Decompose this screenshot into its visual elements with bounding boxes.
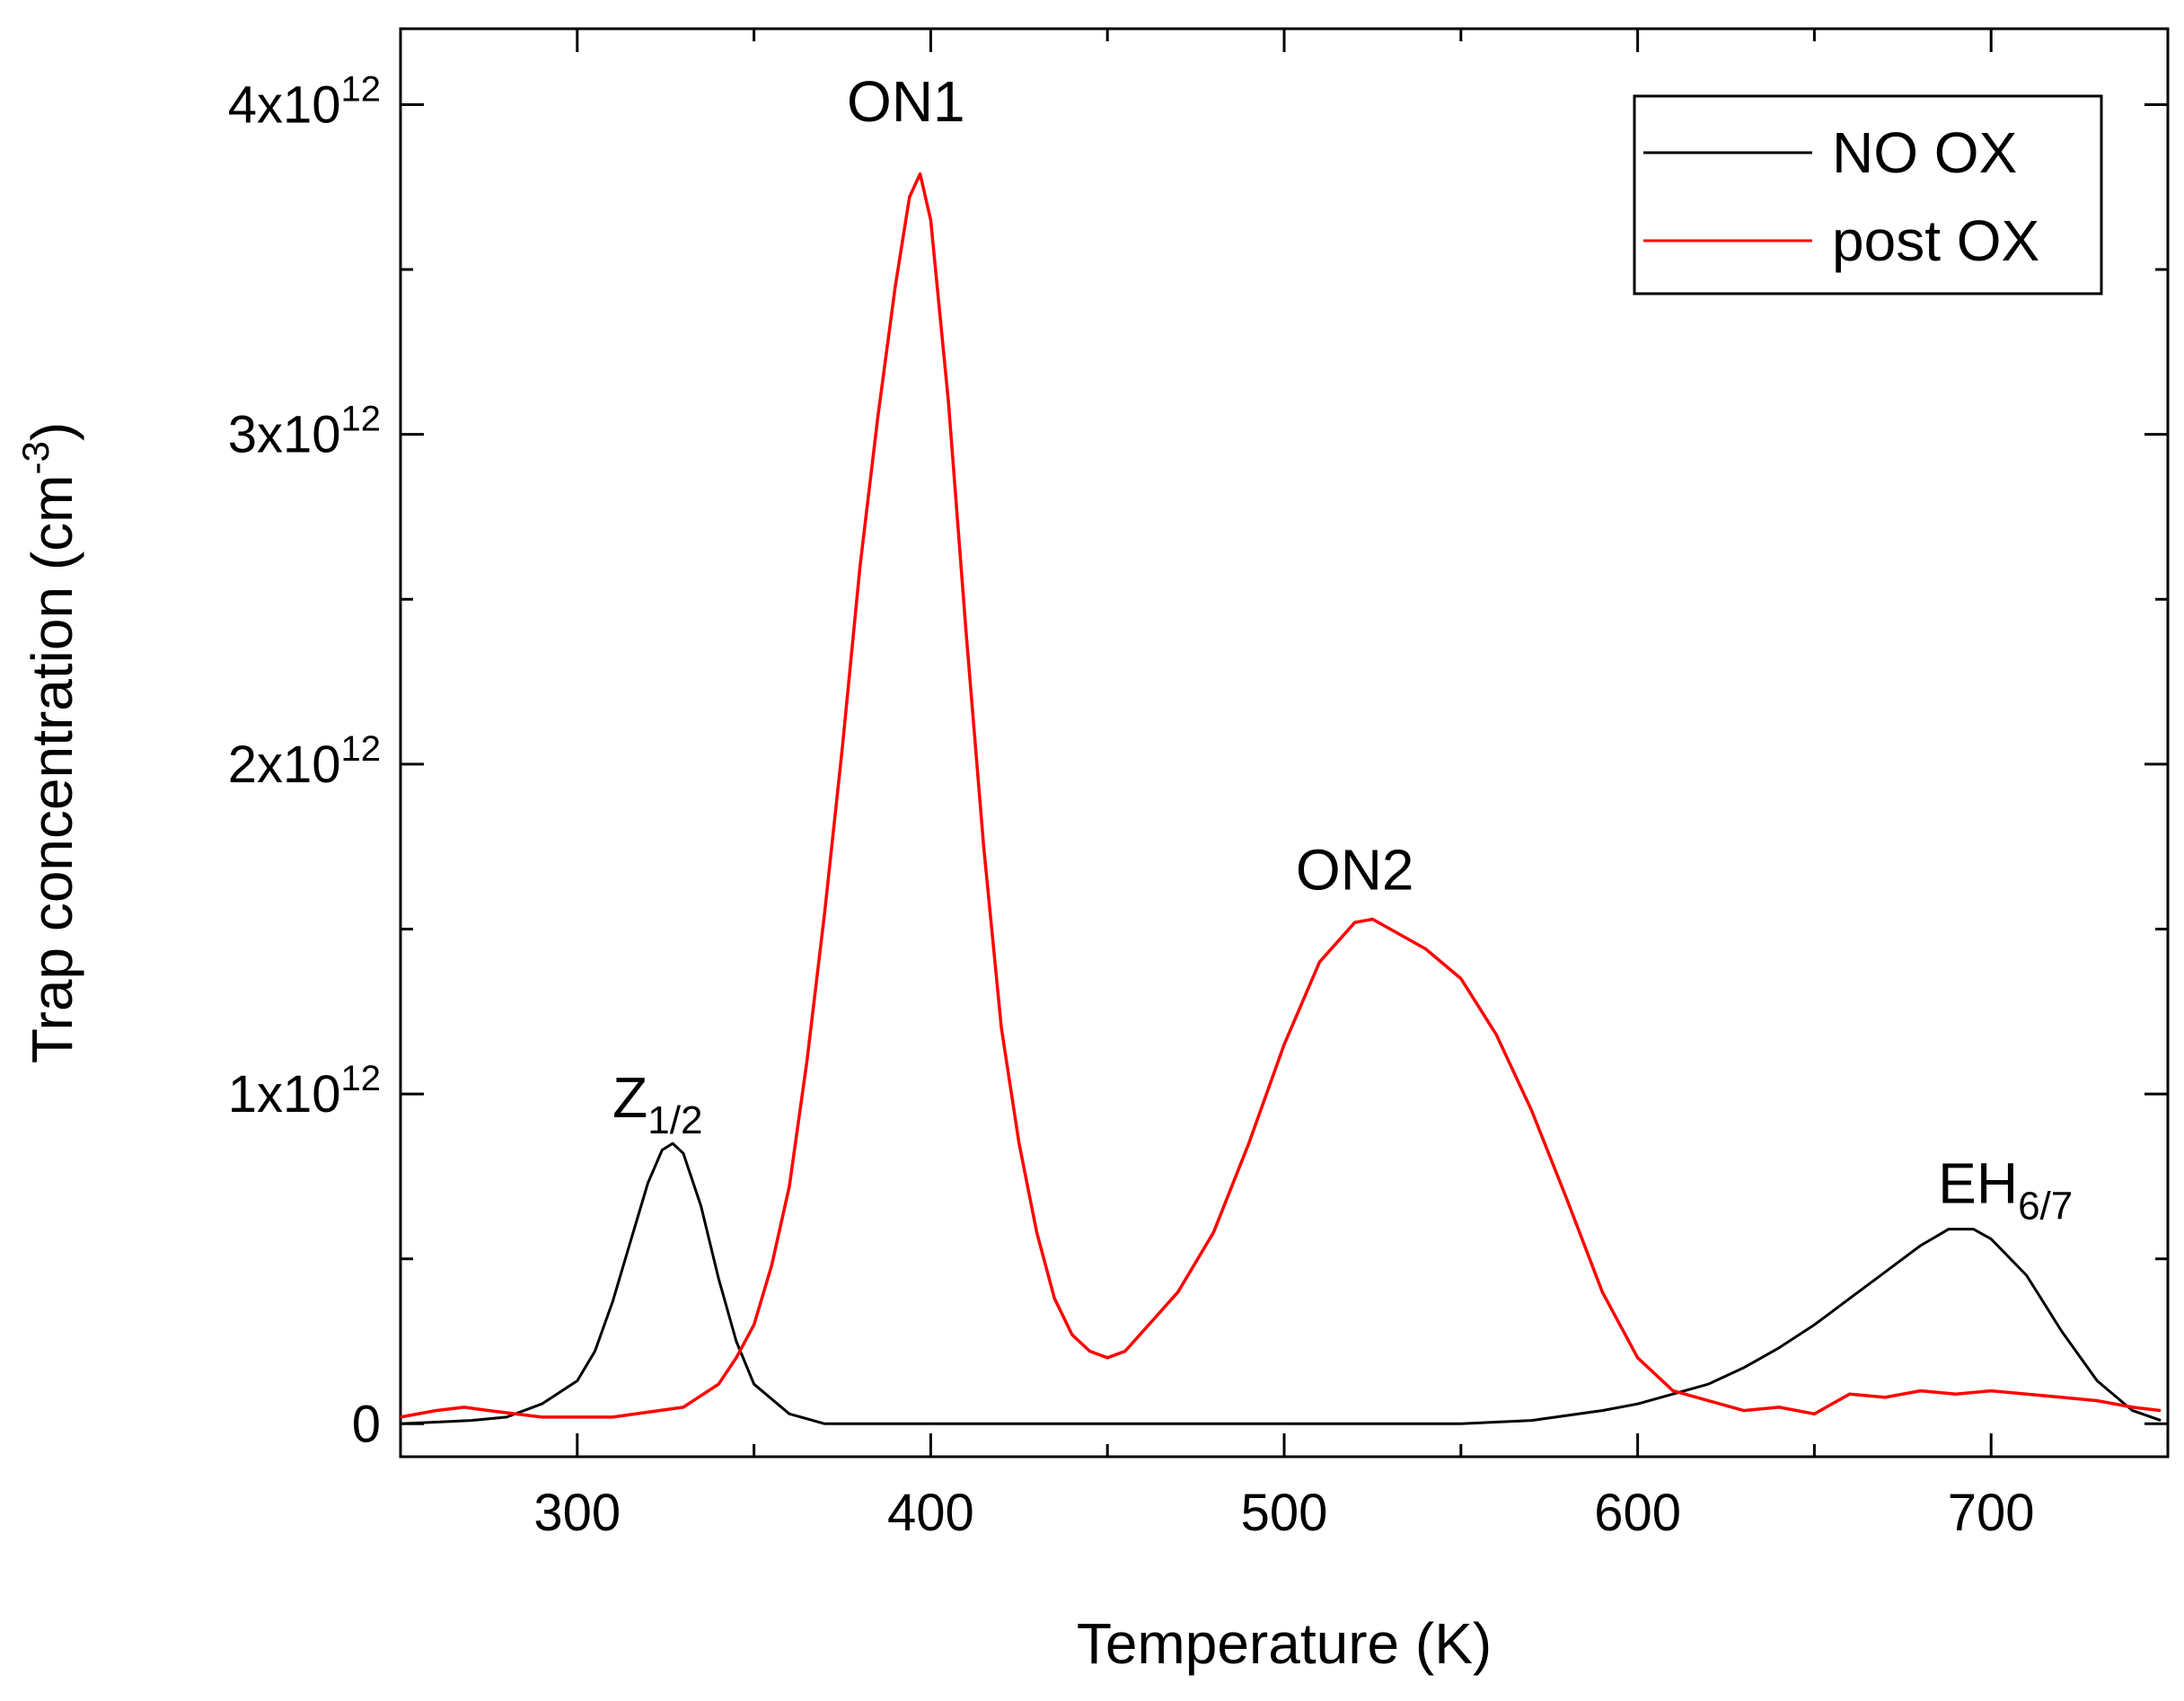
- annotation-subscript: 6/7: [2018, 1184, 2073, 1228]
- y-axis-title-base: Trap concentration (cm: [20, 475, 84, 1064]
- y-tick-label-base: 2x10: [228, 736, 341, 794]
- axis-ticks: [399, 29, 2170, 1457]
- y-tick-label-exponent: 12: [341, 69, 382, 109]
- x-tick-label: 400: [887, 1484, 974, 1542]
- series-line-post-ox: [400, 172, 2162, 1419]
- x-tick-label: 300: [533, 1484, 621, 1542]
- annotation-label: ON2: [1296, 837, 1414, 902]
- legend-box: [1633, 94, 2103, 295]
- y-axis-title-close: ): [20, 422, 84, 441]
- annotation-main: EH: [1938, 1150, 2018, 1215]
- y-tick-label: 0: [352, 1395, 381, 1453]
- legend: NO OX post OX: [1633, 94, 2103, 295]
- peak-annotations: Z1/2 ON1 ON2 EH6/7: [612, 69, 2073, 1228]
- x-tick-label: 500: [1241, 1484, 1328, 1542]
- annotation-main: ON1: [847, 69, 965, 134]
- annotation-subscript: 1/2: [647, 1098, 702, 1142]
- y-tick-label-exponent: 12: [341, 400, 382, 439]
- legend-label-no-ox: NO OX: [1832, 120, 2017, 185]
- annotation-main: ON2: [1296, 837, 1414, 902]
- y-tick-label: 3x1012: [228, 400, 381, 464]
- annotation-label: Z1/2: [612, 1065, 702, 1142]
- x-tick-label: 700: [1948, 1484, 2035, 1542]
- legend-label-post-ox: post OX: [1832, 208, 2039, 273]
- y-axis-title: Trap concentration (cm-3): [14, 422, 84, 1063]
- y-axis-title-exponent: -3: [14, 441, 57, 474]
- y-tick-label-exponent: 12: [341, 1059, 382, 1098]
- y-tick-label: 1x1012: [228, 1059, 381, 1124]
- y-tick-label-base: 1x10: [228, 1065, 341, 1124]
- series-lines: [400, 172, 2162, 1425]
- y-tick-label-exponent: 12: [341, 729, 382, 769]
- annotation-label: EH6/7: [1938, 1150, 2073, 1228]
- annotation-main: Z: [612, 1065, 647, 1130]
- y-tick-label-base: 0: [352, 1395, 381, 1453]
- annotation-label: ON1: [847, 69, 965, 134]
- y-tick-label-base: 3x10: [228, 406, 341, 464]
- y-tick-label-base: 4x10: [228, 75, 341, 134]
- series-line-no-ox: [400, 1141, 2162, 1425]
- x-axis-title: Temperature (K): [1077, 1611, 1492, 1676]
- x-tick-label: 600: [1594, 1484, 1681, 1542]
- y-tick-label: 2x1012: [228, 729, 381, 794]
- y-tick-label: 4x1012: [228, 69, 381, 134]
